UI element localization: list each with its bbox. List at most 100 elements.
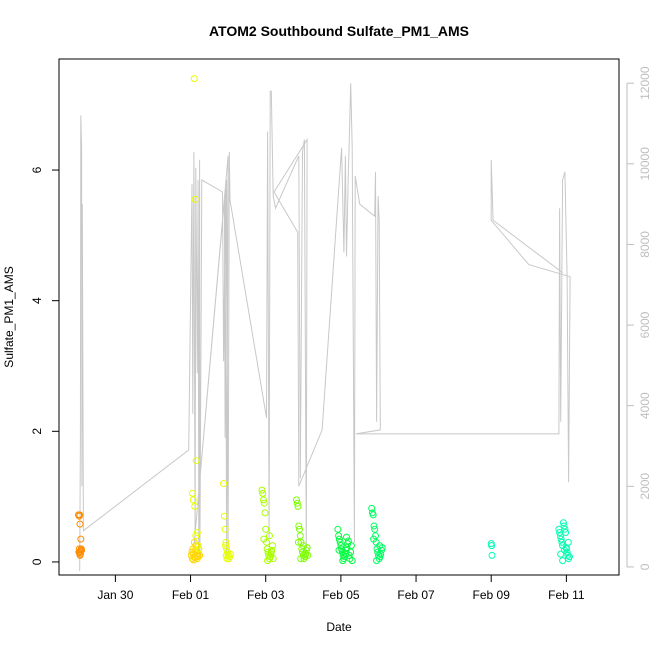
data-point — [193, 529, 201, 536]
chart-title: ATOM2 Southbound Sulfate_PM1_AMS — [209, 23, 469, 39]
data-point — [377, 550, 385, 558]
y-axis-left: 0 2 4 6 — [30, 166, 59, 565]
data-point — [267, 548, 275, 556]
data-point — [223, 545, 231, 553]
data-point — [189, 496, 197, 504]
data-point — [220, 480, 228, 488]
data-point — [222, 551, 230, 559]
data-points-layer — [75, 75, 573, 565]
x-axis-label: Date — [326, 620, 352, 634]
data-point — [304, 551, 312, 559]
data-point — [260, 535, 268, 543]
data-point — [261, 509, 269, 517]
data-point — [336, 538, 344, 546]
data-point — [192, 457, 200, 465]
data-point — [220, 512, 228, 520]
data-point — [562, 529, 570, 536]
data-point — [293, 496, 300, 504]
data-point — [368, 504, 376, 512]
data-point — [266, 532, 273, 540]
data-point — [223, 555, 231, 563]
data-point — [345, 551, 353, 559]
data-point — [376, 542, 384, 550]
data-point — [222, 538, 230, 546]
data-point — [76, 548, 84, 555]
data-point — [192, 532, 200, 540]
data-point — [560, 522, 568, 530]
data-point — [259, 489, 267, 497]
data-point — [188, 489, 196, 497]
data-point — [561, 525, 569, 533]
data-point — [488, 551, 496, 559]
data-point — [76, 520, 84, 528]
data-point — [343, 544, 351, 552]
x-tick-label: Feb 07 — [397, 588, 435, 602]
series-0 — [75, 511, 86, 559]
y2-tick-label: 4000 — [638, 392, 650, 419]
plot-area-frame — [58, 58, 620, 576]
data-point — [221, 525, 229, 533]
data-point — [559, 557, 567, 565]
y2-tick-label: 0 — [638, 563, 650, 570]
data-point — [296, 532, 304, 540]
series-7 — [487, 519, 573, 565]
data-point — [191, 195, 199, 203]
data-point — [295, 522, 303, 530]
data-point — [303, 544, 311, 552]
data-point — [339, 557, 347, 565]
data-point — [371, 525, 379, 533]
data-point — [335, 532, 343, 540]
y2-tick-label: 6000 — [638, 311, 650, 338]
data-point — [370, 522, 378, 530]
data-point — [260, 499, 268, 507]
data-point — [348, 557, 356, 565]
series-2 — [188, 75, 234, 563]
x-axis: Jan 30 Feb 01 Feb 03 Feb 05 Feb 07 Feb 09 Feb … — [97, 575, 585, 602]
data-point — [370, 535, 378, 543]
data-point — [269, 542, 276, 550]
series-6 — [368, 504, 386, 565]
data-point — [299, 542, 307, 550]
series-4 — [293, 496, 312, 563]
data-point — [347, 542, 355, 550]
data-point — [258, 486, 266, 494]
x-tick-label: Feb 11 — [548, 588, 585, 602]
data-point — [76, 511, 84, 519]
y-axis-label: Sulfate_PM1_AMS — [2, 266, 16, 367]
x-tick-label: Feb 09 — [473, 588, 511, 602]
data-point — [195, 545, 203, 553]
x-tick-label: Jan 30 — [97, 588, 133, 602]
data-point — [264, 557, 272, 565]
data-point — [77, 535, 85, 543]
y-tick-label: 2 — [30, 428, 44, 435]
data-point — [337, 542, 345, 550]
data-point — [557, 535, 565, 543]
data-point — [369, 511, 377, 519]
track-line-layer — [79, 83, 571, 572]
data-point — [564, 551, 572, 559]
data-point — [194, 553, 202, 561]
data-point — [564, 538, 572, 546]
data-point — [296, 525, 303, 533]
data-point — [294, 538, 302, 546]
x-tick-label: Feb 05 — [322, 588, 360, 602]
data-point — [194, 542, 202, 550]
data-point — [334, 525, 342, 533]
x-tick-label: Feb 01 — [172, 588, 210, 602]
data-point — [335, 535, 343, 543]
data-point — [190, 75, 198, 83]
data-point — [297, 555, 305, 563]
data-point — [293, 499, 301, 507]
data-point — [294, 502, 302, 510]
y-tick-label: 6 — [30, 166, 44, 173]
y-axis-right: 0 2000 4000 6000 8000 10000 12000 — [626, 66, 650, 570]
data-point — [488, 542, 496, 550]
data-point — [335, 546, 343, 554]
data-point — [343, 533, 350, 541]
data-point — [76, 551, 84, 559]
series-3 — [258, 486, 277, 565]
data-point — [373, 557, 381, 565]
data-point — [262, 525, 270, 533]
x-tick-label: Feb 03 — [247, 588, 285, 602]
